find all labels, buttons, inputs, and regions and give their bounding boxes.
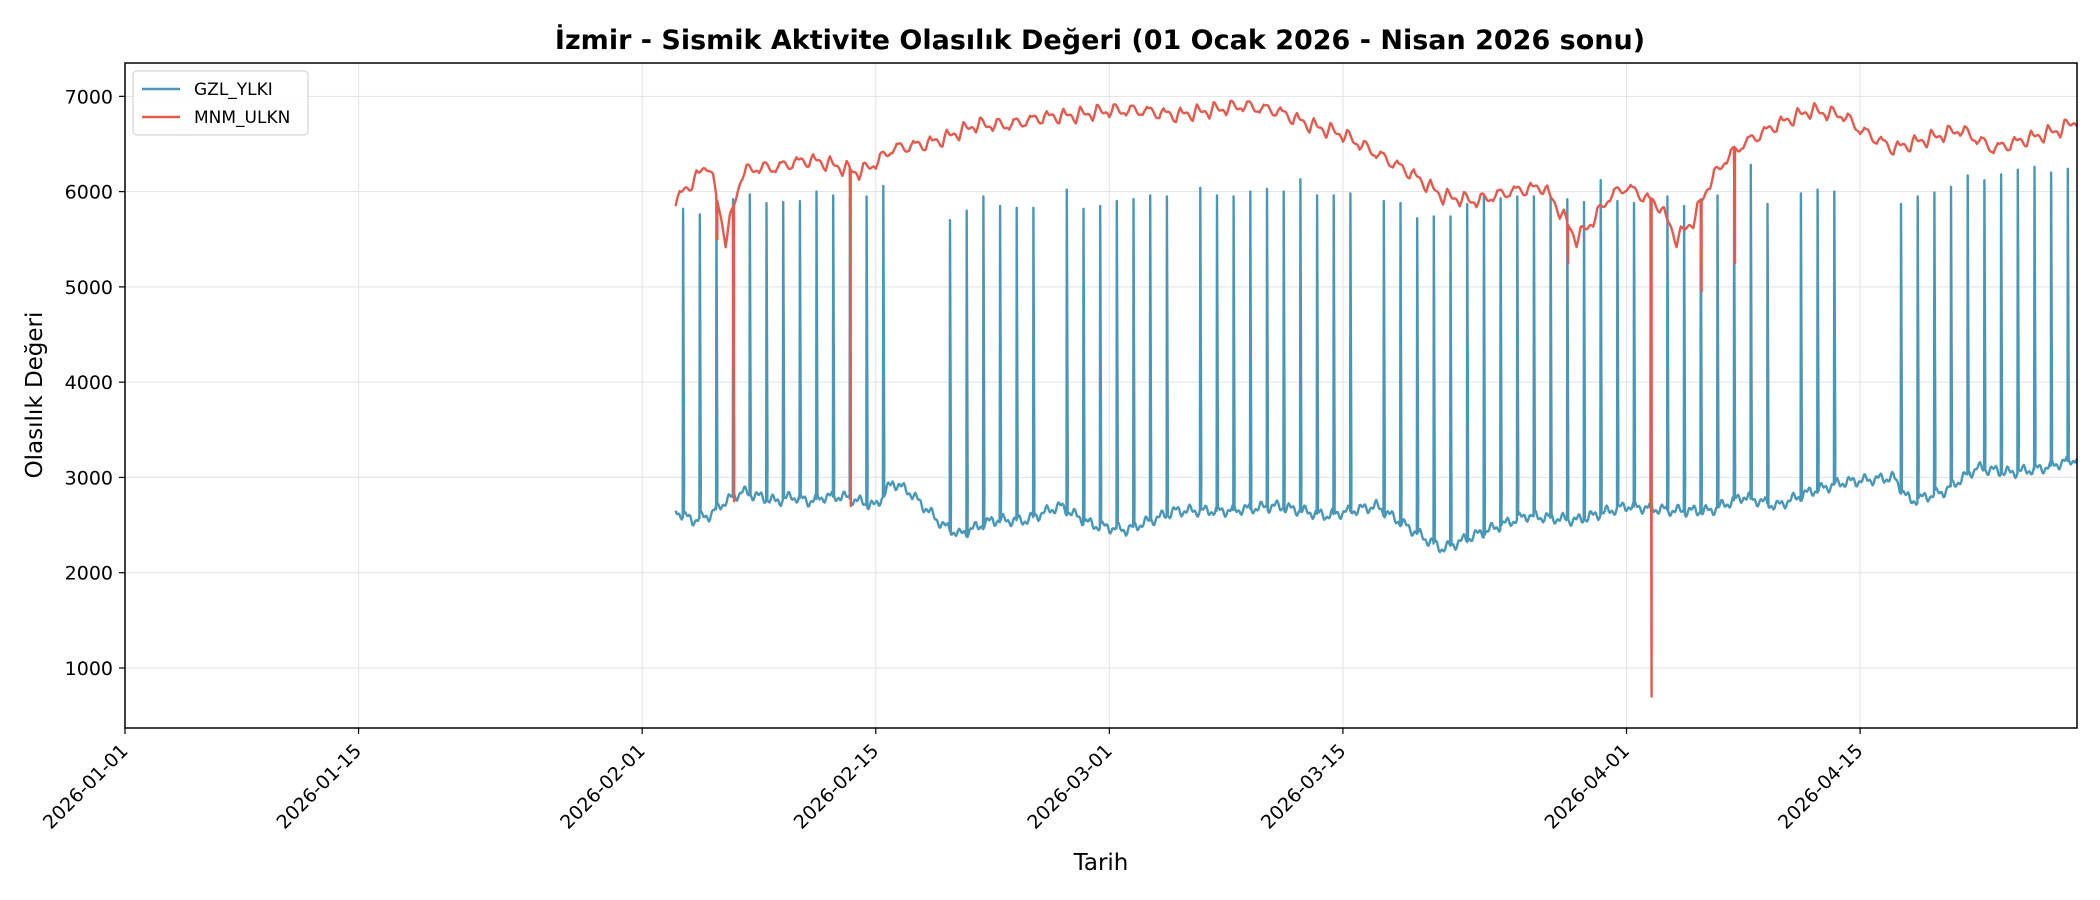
y-tick-label: 7000 [65, 86, 113, 108]
x-axis: 2026-01-01 2026-01-15 2026-02-01 2026-02-15… [39, 728, 1868, 834]
y-axis: 1000 2000 3000 4000 5000 6000 7000 [65, 86, 125, 680]
series-layer [674, 99, 2079, 698]
y-tick-label: 2000 [65, 563, 113, 585]
legend-label-mnm-ulkn: MNM_ULKN [194, 108, 290, 128]
x-axis-label: Tarih [1073, 850, 1129, 876]
y-tick-label: 3000 [65, 467, 113, 489]
y-axis-label: Olasılık Değeri [22, 312, 48, 479]
series-line-gzl-ylki [674, 163, 2079, 554]
chart-title: İzmir - Sismik Aktivite Olasılık Değeri … [555, 24, 1645, 56]
y-tick-label: 4000 [65, 372, 113, 394]
x-tick-label: 2026-03-15 [1257, 740, 1351, 834]
y-tick-label: 1000 [65, 658, 113, 680]
legend: GZL_YLKI MNM_ULKN [132, 70, 309, 136]
y-tick-label: 6000 [65, 182, 113, 204]
x-tick-label: 2026-01-15 [272, 740, 366, 834]
x-tick-label: 2026-02-01 [556, 740, 650, 834]
plot-frame [124, 62, 2078, 729]
x-tick-label: 2026-02-15 [790, 740, 884, 834]
y-tick-label: 5000 [65, 277, 113, 299]
x-tick-label: 2026-01-01 [39, 740, 133, 834]
legend-label-gzl-ylki: GZL_YLKI [194, 80, 273, 100]
legend-frame [132, 70, 309, 136]
x-tick-label: 2026-03-01 [1023, 740, 1117, 834]
x-tick-label: 2026-04-01 [1540, 740, 1634, 834]
x-tick-label: 2026-04-15 [1774, 740, 1868, 834]
series-line-mnm-ulkn [674, 99, 2079, 698]
